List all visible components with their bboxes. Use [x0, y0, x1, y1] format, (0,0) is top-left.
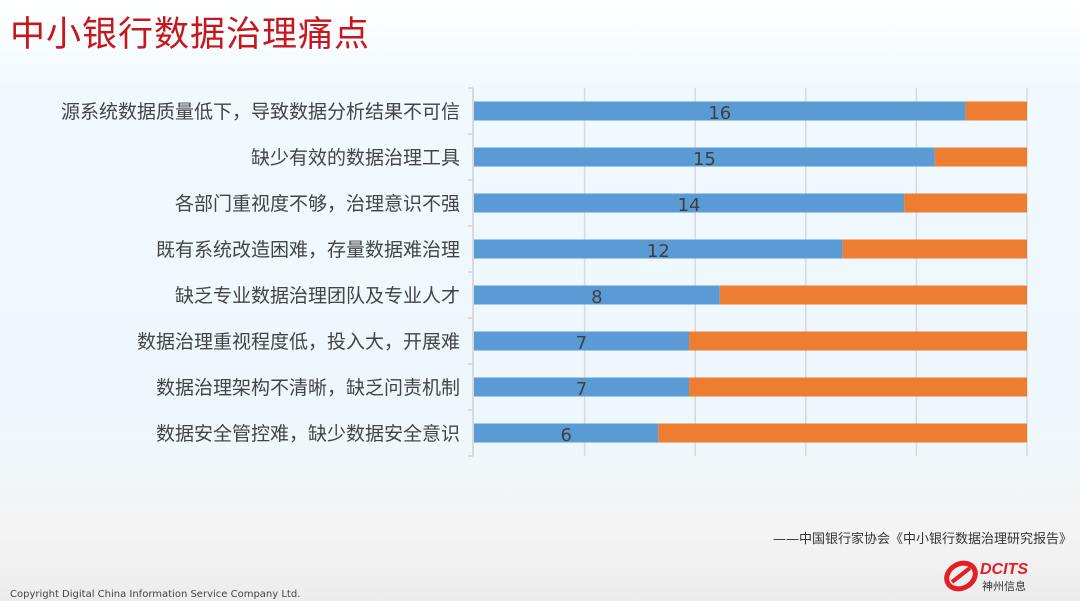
data-label: 12 — [647, 241, 670, 262]
data-label: 15 — [693, 149, 716, 170]
bar-remainder — [689, 331, 1027, 351]
data-label: 8 — [591, 287, 602, 308]
copyright: Copyright Digital China Information Serv… — [10, 589, 301, 600]
bar-value — [474, 193, 905, 213]
category-label: 源系统数据质量低下，导致数据分析结果不可信 — [61, 101, 460, 123]
bar-value — [474, 377, 690, 397]
data-label: 14 — [678, 195, 701, 216]
data-label: 16 — [708, 103, 731, 124]
bar-remainder — [689, 377, 1027, 397]
source-citation: ——中国银行家协会《中小银行数据治理研究报告》 — [772, 532, 1072, 547]
bar-value — [474, 285, 720, 305]
category-label: 既有系统改造困难，存量数据难治理 — [156, 239, 460, 261]
bar-chart: 源系统数据质量低下，导致数据分析结果不可信 16 缺少有效的数据治理工具 15 各部门重… — [61, 87, 1028, 457]
category-label: 数据治理架构不清晰，缺乏问责机制 — [156, 377, 460, 399]
bar-remainder — [719, 285, 1027, 305]
data-label: 7 — [576, 379, 587, 400]
bar-remainder — [965, 101, 1027, 121]
bar-remainder — [904, 193, 1027, 213]
bar-value — [474, 423, 659, 443]
dcits-logo: DCITS 神州信息 — [944, 560, 1028, 593]
bar-value — [474, 331, 690, 351]
data-label: 7 — [576, 333, 587, 354]
category-label: 数据安全管控难，缺少数据安全意识 — [156, 423, 460, 445]
bar-remainder — [842, 239, 1027, 259]
category-label: 缺少有效的数据治理工具 — [251, 147, 460, 169]
bar-value — [474, 101, 966, 121]
svg-text:神州信息: 神州信息 — [982, 579, 1026, 593]
category-label: 缺乏专业数据治理团队及专业人才 — [175, 285, 460, 307]
category-label: 各部门重视度不够，治理意识不强 — [175, 193, 460, 215]
page-title: 中小银行数据治理痛点 — [10, 15, 371, 55]
category-label: 数据治理重视程度低，投入大，开展难 — [137, 331, 460, 353]
bar-remainder — [658, 423, 1027, 443]
bar-value — [474, 239, 843, 259]
svg-text:DCITS: DCITS — [980, 561, 1028, 578]
bar-remainder — [934, 147, 1027, 167]
data-label: 6 — [560, 425, 571, 446]
bar-value — [474, 147, 935, 167]
